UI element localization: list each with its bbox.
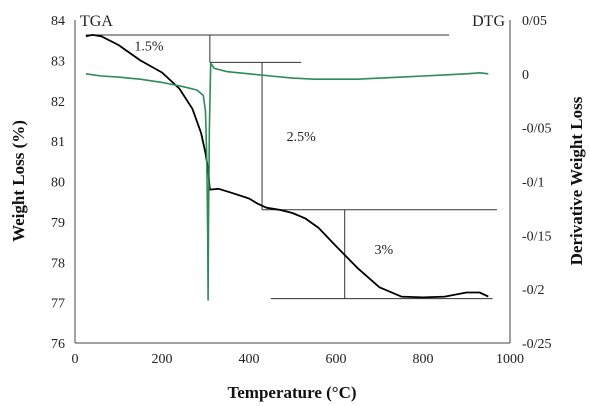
right-tick-label: -0/1 bbox=[522, 176, 545, 191]
x-axis-title: Temperature (°C) bbox=[227, 383, 356, 402]
right-tick-label: -0/2 bbox=[522, 283, 545, 298]
x-tick-label: 200 bbox=[152, 352, 173, 367]
dtg-series-line bbox=[85, 62, 489, 301]
weight-loss-annotation: 2.5% bbox=[287, 130, 317, 145]
left-tick-label: 79 bbox=[51, 216, 65, 231]
left-tick-label: 81 bbox=[51, 135, 65, 150]
x-tick-labels: 0 200 400 600 800 1000 bbox=[72, 352, 525, 367]
right-tick-label: -0/25 bbox=[522, 337, 552, 352]
left-tick-label: 80 bbox=[51, 176, 65, 191]
x-tick-label: 1000 bbox=[496, 352, 524, 367]
right-tick-labels: 0/05 0 -0/05 -0/1 -0/15 -0/2 -0/25 bbox=[522, 14, 552, 352]
axes bbox=[74, 20, 511, 344]
x-tick-label: 600 bbox=[326, 352, 347, 367]
x-tick-label: 0 bbox=[72, 352, 79, 367]
weight-loss-annotation: 1.5% bbox=[134, 39, 164, 54]
annotations: 1.5% 2.5% 3% bbox=[134, 39, 393, 258]
right-tick-label: -0/15 bbox=[522, 229, 552, 244]
left-tick-label: 76 bbox=[51, 337, 65, 352]
left-tick-label: 78 bbox=[51, 256, 65, 271]
left-tick-label: 77 bbox=[51, 297, 65, 312]
right-tick-label: 0 bbox=[522, 68, 529, 83]
dtg-corner-label: DTG bbox=[472, 13, 505, 30]
left-tick-label: 82 bbox=[51, 95, 65, 110]
left-tick-label: 84 bbox=[51, 14, 65, 29]
right-tick-label: 0/05 bbox=[522, 14, 547, 29]
step-lines bbox=[85, 34, 497, 300]
left-axis-title: Weight Loss (%) bbox=[9, 120, 28, 242]
weight-loss-annotation: 3% bbox=[375, 243, 394, 258]
right-tick-label: -0/05 bbox=[522, 122, 552, 137]
right-axis-title: Derivative Weight Loss bbox=[567, 96, 586, 265]
left-tick-label: 83 bbox=[51, 54, 65, 69]
tga-series-line bbox=[85, 34, 489, 299]
left-tick-labels: 76 77 78 79 80 81 82 83 84 bbox=[51, 14, 65, 352]
tga-corner-label: TGA bbox=[80, 13, 113, 30]
x-tick-label: 800 bbox=[413, 352, 434, 367]
series-layer bbox=[85, 34, 489, 301]
x-tick-label: 400 bbox=[239, 352, 260, 367]
